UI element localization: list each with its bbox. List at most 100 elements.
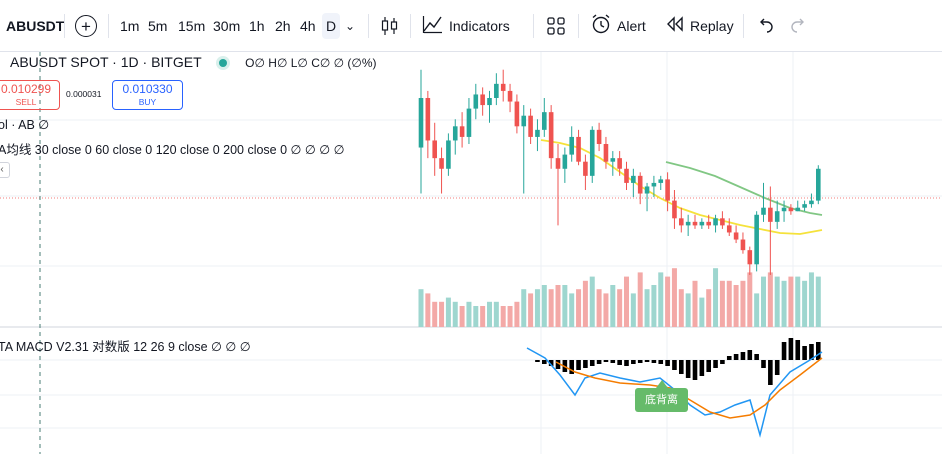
- buy-button[interactable]: 0.010330 BUY: [112, 80, 183, 110]
- sell-price: 0.010299: [0, 82, 52, 96]
- macd-histogram-bar: [802, 346, 807, 360]
- macd-histogram-bar: [788, 338, 794, 360]
- legend-symbol-row: ABUSDT SPOT · 1D · BITGET O∅ H∅ L∅ C∅ ∅ …: [10, 54, 377, 70]
- macd-histogram-bar: [740, 352, 746, 360]
- candle-body: [610, 158, 616, 162]
- indicators-label: Indicators: [449, 18, 510, 34]
- macd-histogram-bar: [535, 360, 540, 362]
- volume-bar: [617, 289, 623, 327]
- timeframe-dropdown-chevron-down-icon[interactable]: ⌄: [345, 19, 356, 33]
- macd-histogram-bar: [768, 360, 773, 385]
- volume-bar: [815, 276, 821, 327]
- candle-body: [480, 94, 485, 106]
- candle-body: [706, 221, 711, 226]
- timeframe-4h-button[interactable]: 4h: [300, 18, 316, 34]
- macd-orange-line: [555, 357, 823, 419]
- chart-type-candles-icon[interactable]: [380, 0, 400, 52]
- volume-bar: [678, 289, 684, 327]
- timeframe-1h-button[interactable]: 1h: [249, 18, 265, 34]
- timeframe-2h-button[interactable]: 2h: [275, 18, 291, 34]
- timeframe-1m-button[interactable]: 1m: [120, 18, 140, 34]
- macd-histogram-bar: [631, 360, 636, 364]
- candle-body: [583, 161, 588, 176]
- volume-bar: [795, 276, 801, 327]
- macd-histogram-bar: [754, 354, 759, 360]
- volume-bar: [726, 280, 732, 327]
- macd-histogram-bar: [583, 360, 588, 368]
- candle-body: [658, 179, 664, 183]
- macd-histogram-bar: [699, 360, 705, 376]
- macd-histogram-bar: [733, 354, 739, 360]
- volume-bar: [541, 285, 547, 327]
- volume-bar: [713, 268, 719, 327]
- candle-body: [644, 186, 650, 194]
- sell-button[interactable]: 0.010299 SELL: [0, 80, 60, 110]
- macd-histogram-bar: [706, 360, 711, 372]
- legend-title[interactable]: ABUSDT SPOT · 1D · BITGET: [10, 54, 202, 70]
- timeframe-d-button[interactable]: D: [322, 13, 341, 39]
- volume-bar: [555, 285, 561, 327]
- ma-indicator-legend[interactable]: A均线 30 close 0 60 close 0 120 close 0 20…: [0, 143, 345, 157]
- candle-body: [494, 83, 499, 98]
- candle-body: [816, 168, 821, 201]
- candle-body: [809, 200, 814, 205]
- timeframe-15m-button[interactable]: 15m: [178, 18, 206, 34]
- macd-histogram-bar: [658, 360, 664, 364]
- timeframe-30m-button[interactable]: 30m: [213, 18, 241, 34]
- indicators-chart-icon: [422, 14, 444, 39]
- alert-button[interactable]: Alert: [590, 0, 646, 52]
- volume-bar: [569, 293, 575, 327]
- candle-body: [754, 214, 759, 265]
- volume-indicator-legend[interactable]: ol · AB ∅: [0, 118, 50, 132]
- volume-bar: [740, 280, 746, 327]
- undo-icon[interactable]: [756, 0, 774, 52]
- candle-body: [555, 158, 561, 169]
- volume-bar: [767, 272, 773, 327]
- volume-bar: [500, 306, 506, 327]
- volume-bar: [576, 289, 582, 327]
- candle-body: [685, 221, 691, 226]
- volume-bar: [719, 280, 725, 327]
- spread-value: 0.000031: [66, 89, 102, 99]
- volume-bar: [466, 301, 472, 327]
- bullish-divergence-annotation: 底背离: [635, 388, 688, 412]
- toolbar-divider: [108, 14, 109, 38]
- candle-body: [802, 204, 807, 208]
- volume-bar: [534, 289, 540, 327]
- candle-body: [589, 129, 595, 176]
- volume-bar: [788, 276, 794, 327]
- candle-body: [446, 140, 451, 169]
- chart-canvas[interactable]: [0, 52, 942, 454]
- volume-bar: [733, 285, 739, 327]
- candle-body: [528, 115, 533, 137]
- candle-body: [788, 207, 794, 212]
- market-open-status-dot: [219, 59, 228, 68]
- volume-bar: [432, 301, 438, 327]
- redo-icon[interactable]: [790, 0, 808, 52]
- volume-bar: [630, 293, 636, 327]
- candle-body: [617, 158, 622, 169]
- candle-body: [720, 218, 725, 226]
- macd-histogram-bar: [576, 360, 581, 370]
- candle-body: [774, 211, 780, 222]
- legend-collapse-chevron-left-icon[interactable]: ‹: [0, 162, 10, 178]
- macd-histogram-bar: [548, 360, 554, 366]
- timeframe-5m-button[interactable]: 5m: [148, 18, 168, 34]
- symbol-search-button[interactable]: ABUSDT: [6, 18, 65, 34]
- macd-histogram-bar: [617, 360, 622, 365]
- macd-histogram-bar: [692, 360, 698, 380]
- volume-bar: [514, 301, 520, 327]
- volume-bar: [528, 293, 534, 327]
- macd-histogram-bar: [720, 360, 725, 364]
- volume-bar: [445, 297, 451, 327]
- layouts-grid-icon[interactable]: [546, 0, 566, 52]
- replay-button[interactable]: Replay: [666, 0, 734, 52]
- indicators-button[interactable]: Indicators: [422, 0, 510, 52]
- volume-bar: [808, 272, 814, 327]
- price-chart-svg[interactable]: [0, 52, 942, 454]
- macd-indicator-legend[interactable]: TA MACD V2.31 对数版 12 26 9 close ∅ ∅ ∅: [0, 340, 251, 354]
- candle-body: [466, 108, 472, 137]
- candle-body: [726, 225, 732, 233]
- toolbar-divider: [368, 14, 369, 38]
- compare-symbol-plus-icon[interactable]: +: [75, 15, 97, 37]
